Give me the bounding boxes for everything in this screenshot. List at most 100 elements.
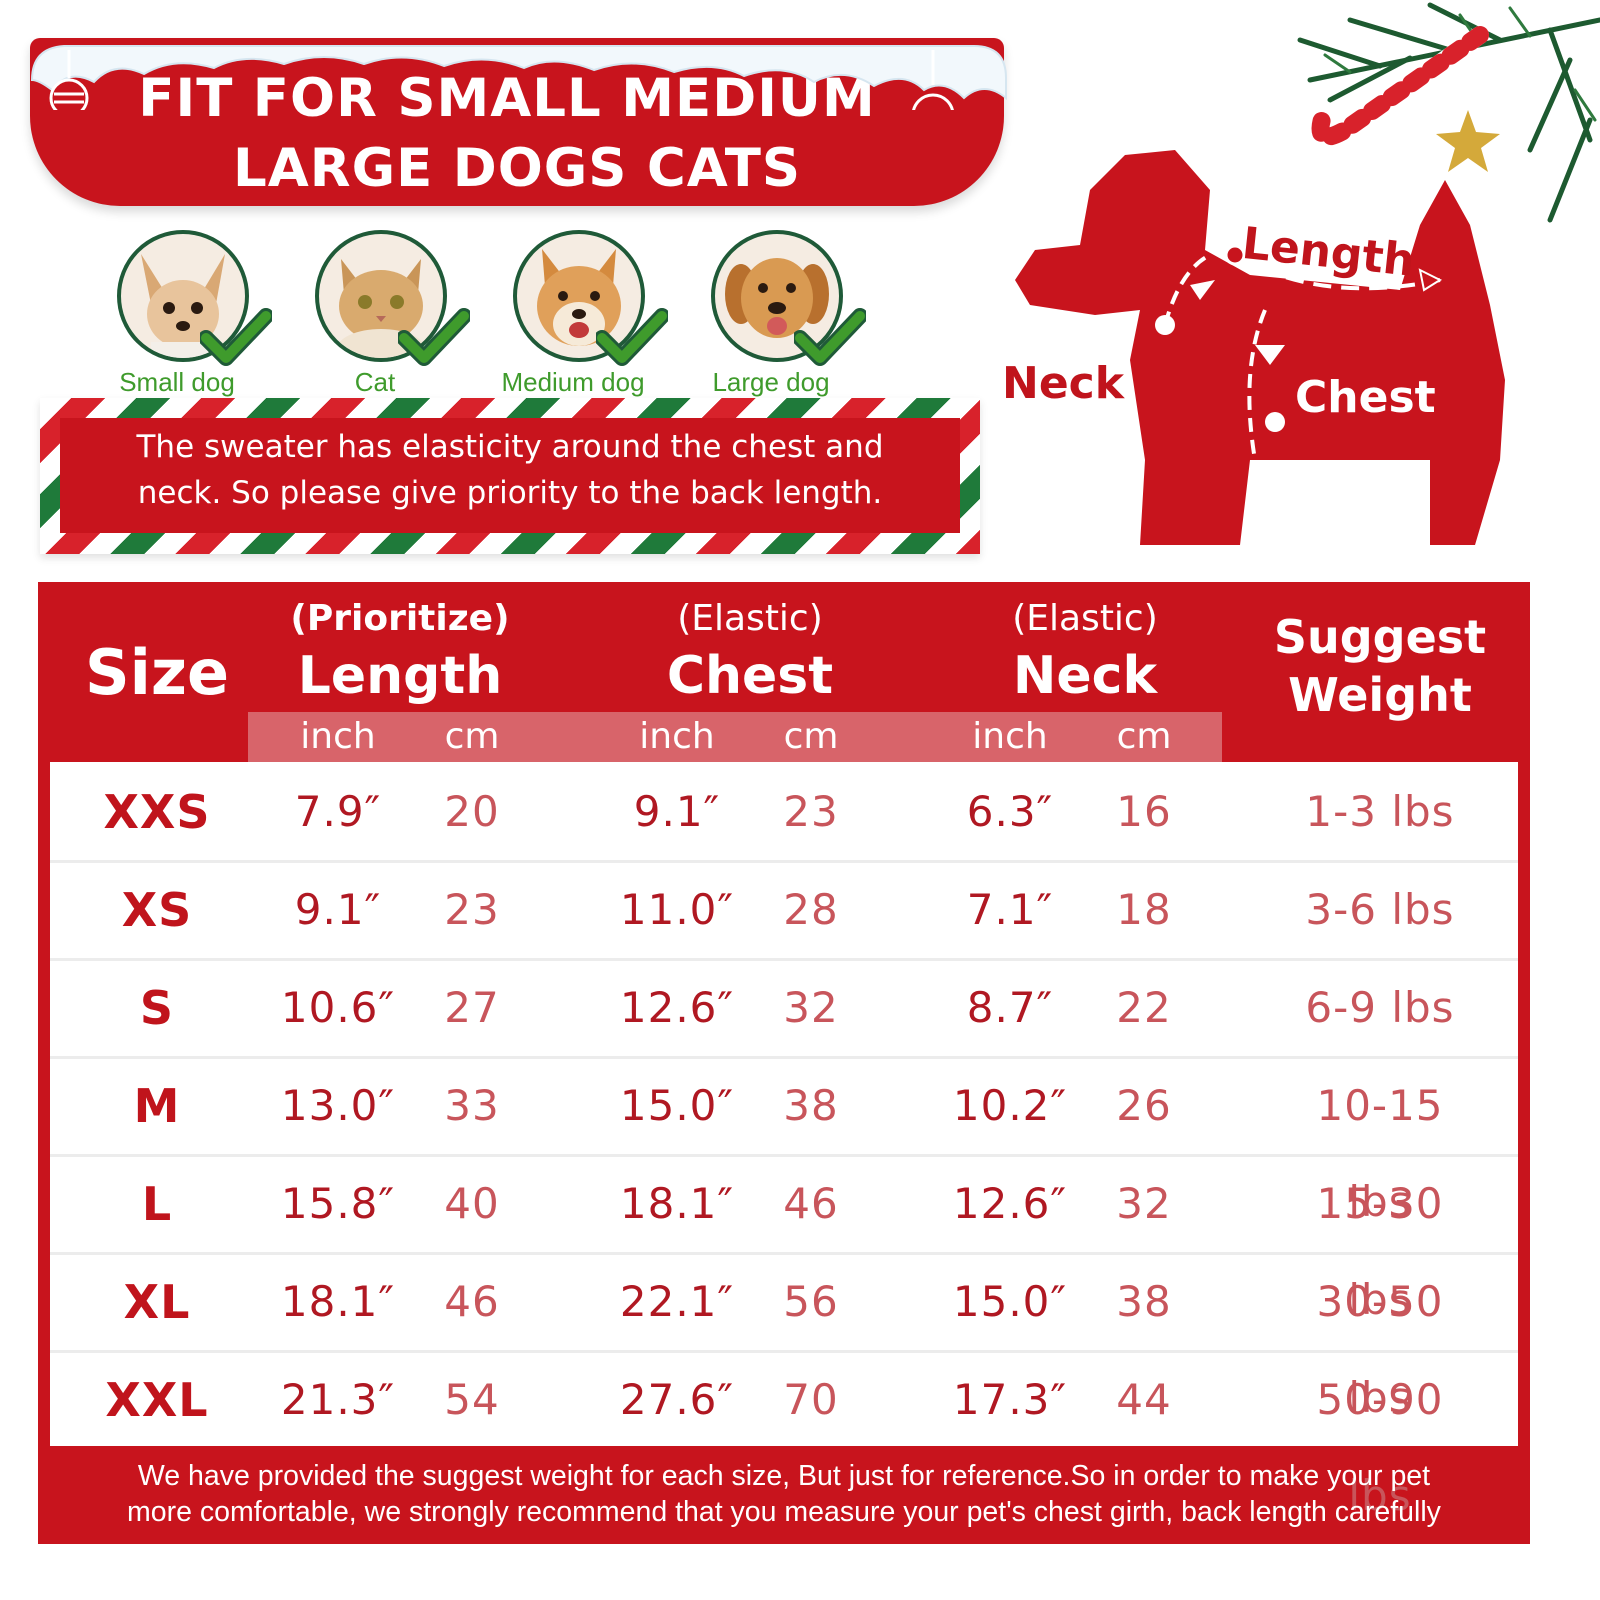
chest-note: (Elastic) bbox=[677, 598, 823, 639]
unit-cm: cm bbox=[1116, 716, 1172, 757]
length-cm-cell: 23 bbox=[444, 885, 500, 934]
length-cm-cell: 27 bbox=[444, 983, 500, 1032]
pet-medium-dog: Medium dog bbox=[468, 210, 678, 410]
pet-label: Large dog bbox=[712, 367, 830, 397]
check-icon bbox=[794, 308, 866, 366]
length-inch-cell: 9.1″ bbox=[294, 885, 382, 934]
weight-cell: 3-6 lbs bbox=[1305, 885, 1455, 934]
chest-cm-cell: 70 bbox=[783, 1375, 839, 1424]
length-inch-cell: 7.9″ bbox=[294, 787, 382, 836]
unit-inch: inch bbox=[972, 716, 1048, 757]
neck-cm-cell: 44 bbox=[1116, 1375, 1172, 1424]
shiba-photo-icon bbox=[513, 230, 645, 362]
pet-cat: Cat bbox=[270, 210, 480, 410]
neck-cm-cell: 16 bbox=[1116, 787, 1172, 836]
table-row: XS 9.1″ 23 11.0″ 28 7.1″ 18 3-6 lbs bbox=[50, 862, 1518, 961]
size-cell: M bbox=[133, 1079, 181, 1133]
chest-inch-cell: 22.1″ bbox=[619, 1277, 735, 1326]
neck-note: (Elastic) bbox=[1012, 598, 1158, 639]
pet-small-dog: Small dog bbox=[72, 210, 282, 410]
ornament-icon bbox=[49, 50, 954, 110]
banner-title-line-1: FIT FOR SMALL MEDIUM bbox=[138, 68, 876, 129]
unit-inch: inch bbox=[639, 716, 715, 757]
chest-inch-cell: 9.1″ bbox=[633, 787, 721, 836]
pine-branch-candy-cane-icon bbox=[1297, 2, 1600, 223]
neck-cm-cell: 22 bbox=[1116, 983, 1172, 1032]
notice-line-2: neck. So please give priority to the bac… bbox=[137, 475, 883, 511]
length-inch-cell: 10.6″ bbox=[280, 983, 396, 1032]
chest-inch-cell: 12.6″ bbox=[619, 983, 735, 1032]
dog-silhouette-diagram bbox=[1015, 150, 1505, 545]
neck-cm-cell: 26 bbox=[1116, 1081, 1172, 1130]
notice-line-1: The sweater has elasticity around the ch… bbox=[136, 429, 884, 465]
size-header: Size bbox=[84, 636, 230, 709]
size-cell: XXL bbox=[105, 1373, 209, 1427]
neck-inch-cell: 7.1″ bbox=[966, 885, 1054, 934]
chest-cm-cell: 56 bbox=[783, 1277, 839, 1326]
neck-label: Neck bbox=[1002, 358, 1125, 409]
neck-inch-cell: 17.3″ bbox=[952, 1375, 1068, 1424]
unit-cm: cm bbox=[783, 716, 839, 757]
chest-inch-cell: 27.6″ bbox=[619, 1375, 735, 1424]
neck-cm-cell: 38 bbox=[1116, 1277, 1172, 1326]
neck-cm-cell: 18 bbox=[1116, 885, 1172, 934]
length-inch-cell: 15.8″ bbox=[280, 1179, 396, 1228]
table-row: M 13.0″ 33 15.0″ 38 10.2″ 26 10-15 lbs bbox=[50, 1058, 1518, 1226]
neck-inch-cell: 12.6″ bbox=[952, 1179, 1068, 1228]
pet-large-dog: Large dog bbox=[666, 210, 876, 410]
weight-cell: 6-9 lbs bbox=[1305, 983, 1455, 1032]
chest-cm-cell: 38 bbox=[783, 1081, 839, 1130]
length-header: Length bbox=[297, 646, 503, 706]
unit-inch: inch bbox=[300, 716, 376, 757]
neck-header: Neck bbox=[1012, 646, 1158, 706]
golden-retriever-photo-icon bbox=[711, 230, 843, 362]
chest-inch-cell: 11.0″ bbox=[619, 885, 735, 934]
length-cm-cell: 40 bbox=[444, 1179, 500, 1228]
length-inch-cell: 18.1″ bbox=[280, 1277, 396, 1326]
table-row: XXS 7.9″ 20 9.1″ 23 6.3″ 16 1-3 lbs bbox=[50, 764, 1518, 863]
length-inch-cell: 13.0″ bbox=[280, 1081, 396, 1130]
pet-label: Medium dog bbox=[501, 367, 645, 397]
table-row: XXL 21.3″ 54 27.6″ 70 17.3″ 44 50-90 lbs bbox=[50, 1352, 1518, 1520]
weight-cell: 30-50 lbs bbox=[1316, 1277, 1444, 1422]
size-cell: L bbox=[141, 1177, 173, 1231]
table-body bbox=[50, 762, 1518, 1446]
chest-label: Chest bbox=[1295, 372, 1436, 423]
neck-inch-cell: 8.7″ bbox=[966, 983, 1054, 1032]
size-cell: XL bbox=[123, 1275, 191, 1329]
chest-cm-cell: 28 bbox=[783, 885, 839, 934]
pet-label: Small dog bbox=[119, 367, 235, 397]
table-row: XL 18.1″ 46 22.1″ 56 15.0″ 38 30-50 lbs bbox=[50, 1254, 1518, 1422]
weight-cell: 10-15 lbs bbox=[1316, 1081, 1444, 1226]
chest-cm-cell: 23 bbox=[783, 787, 839, 836]
neck-inch-cell: 10.2″ bbox=[952, 1081, 1068, 1130]
length-cm-cell: 54 bbox=[444, 1375, 500, 1424]
footnote-line-1: We have provided the suggest weight for … bbox=[137, 1460, 1431, 1492]
table-row: S 10.6″ 27 12.6″ 32 8.7″ 22 6-9 lbs bbox=[50, 960, 1518, 1059]
length-inch-cell: 21.3″ bbox=[280, 1375, 396, 1424]
length-cm-cell: 33 bbox=[444, 1081, 500, 1130]
elasticity-notice: The sweater has elasticity around the ch… bbox=[60, 418, 960, 533]
unit-header-bar bbox=[248, 712, 1222, 762]
length-cm-cell: 46 bbox=[444, 1277, 500, 1326]
footnote-line-2: more comfortable, we strongly recommend … bbox=[127, 1496, 1441, 1528]
weight-cell: 50-90 lbs bbox=[1316, 1375, 1444, 1520]
pet-label: Cat bbox=[354, 367, 396, 397]
weight-header-line-1: Suggest bbox=[1273, 610, 1487, 664]
chest-header: Chest bbox=[666, 646, 834, 706]
chest-inch-cell: 15.0″ bbox=[619, 1081, 735, 1130]
weight-cell: 1-3 lbs bbox=[1305, 787, 1455, 836]
table-row: L 15.8″ 40 18.1″ 46 12.6″ 32 15-30 lbs bbox=[50, 1156, 1518, 1324]
size-cell: XXS bbox=[103, 785, 211, 839]
check-icon bbox=[200, 308, 272, 366]
length-cm-cell: 20 bbox=[444, 787, 500, 836]
size-cell: XS bbox=[121, 883, 193, 937]
check-icon bbox=[398, 308, 470, 366]
cat-photo-icon bbox=[315, 230, 447, 362]
neck-inch-cell: 15.0″ bbox=[952, 1277, 1068, 1326]
snow-cap-decoration bbox=[30, 45, 1007, 110]
footnote: We have provided the suggest weight for … bbox=[38, 1458, 1530, 1530]
chihuahua-photo-icon bbox=[117, 230, 249, 362]
chest-cm-cell: 46 bbox=[783, 1179, 839, 1228]
length-note: (Prioritize) bbox=[290, 598, 510, 639]
